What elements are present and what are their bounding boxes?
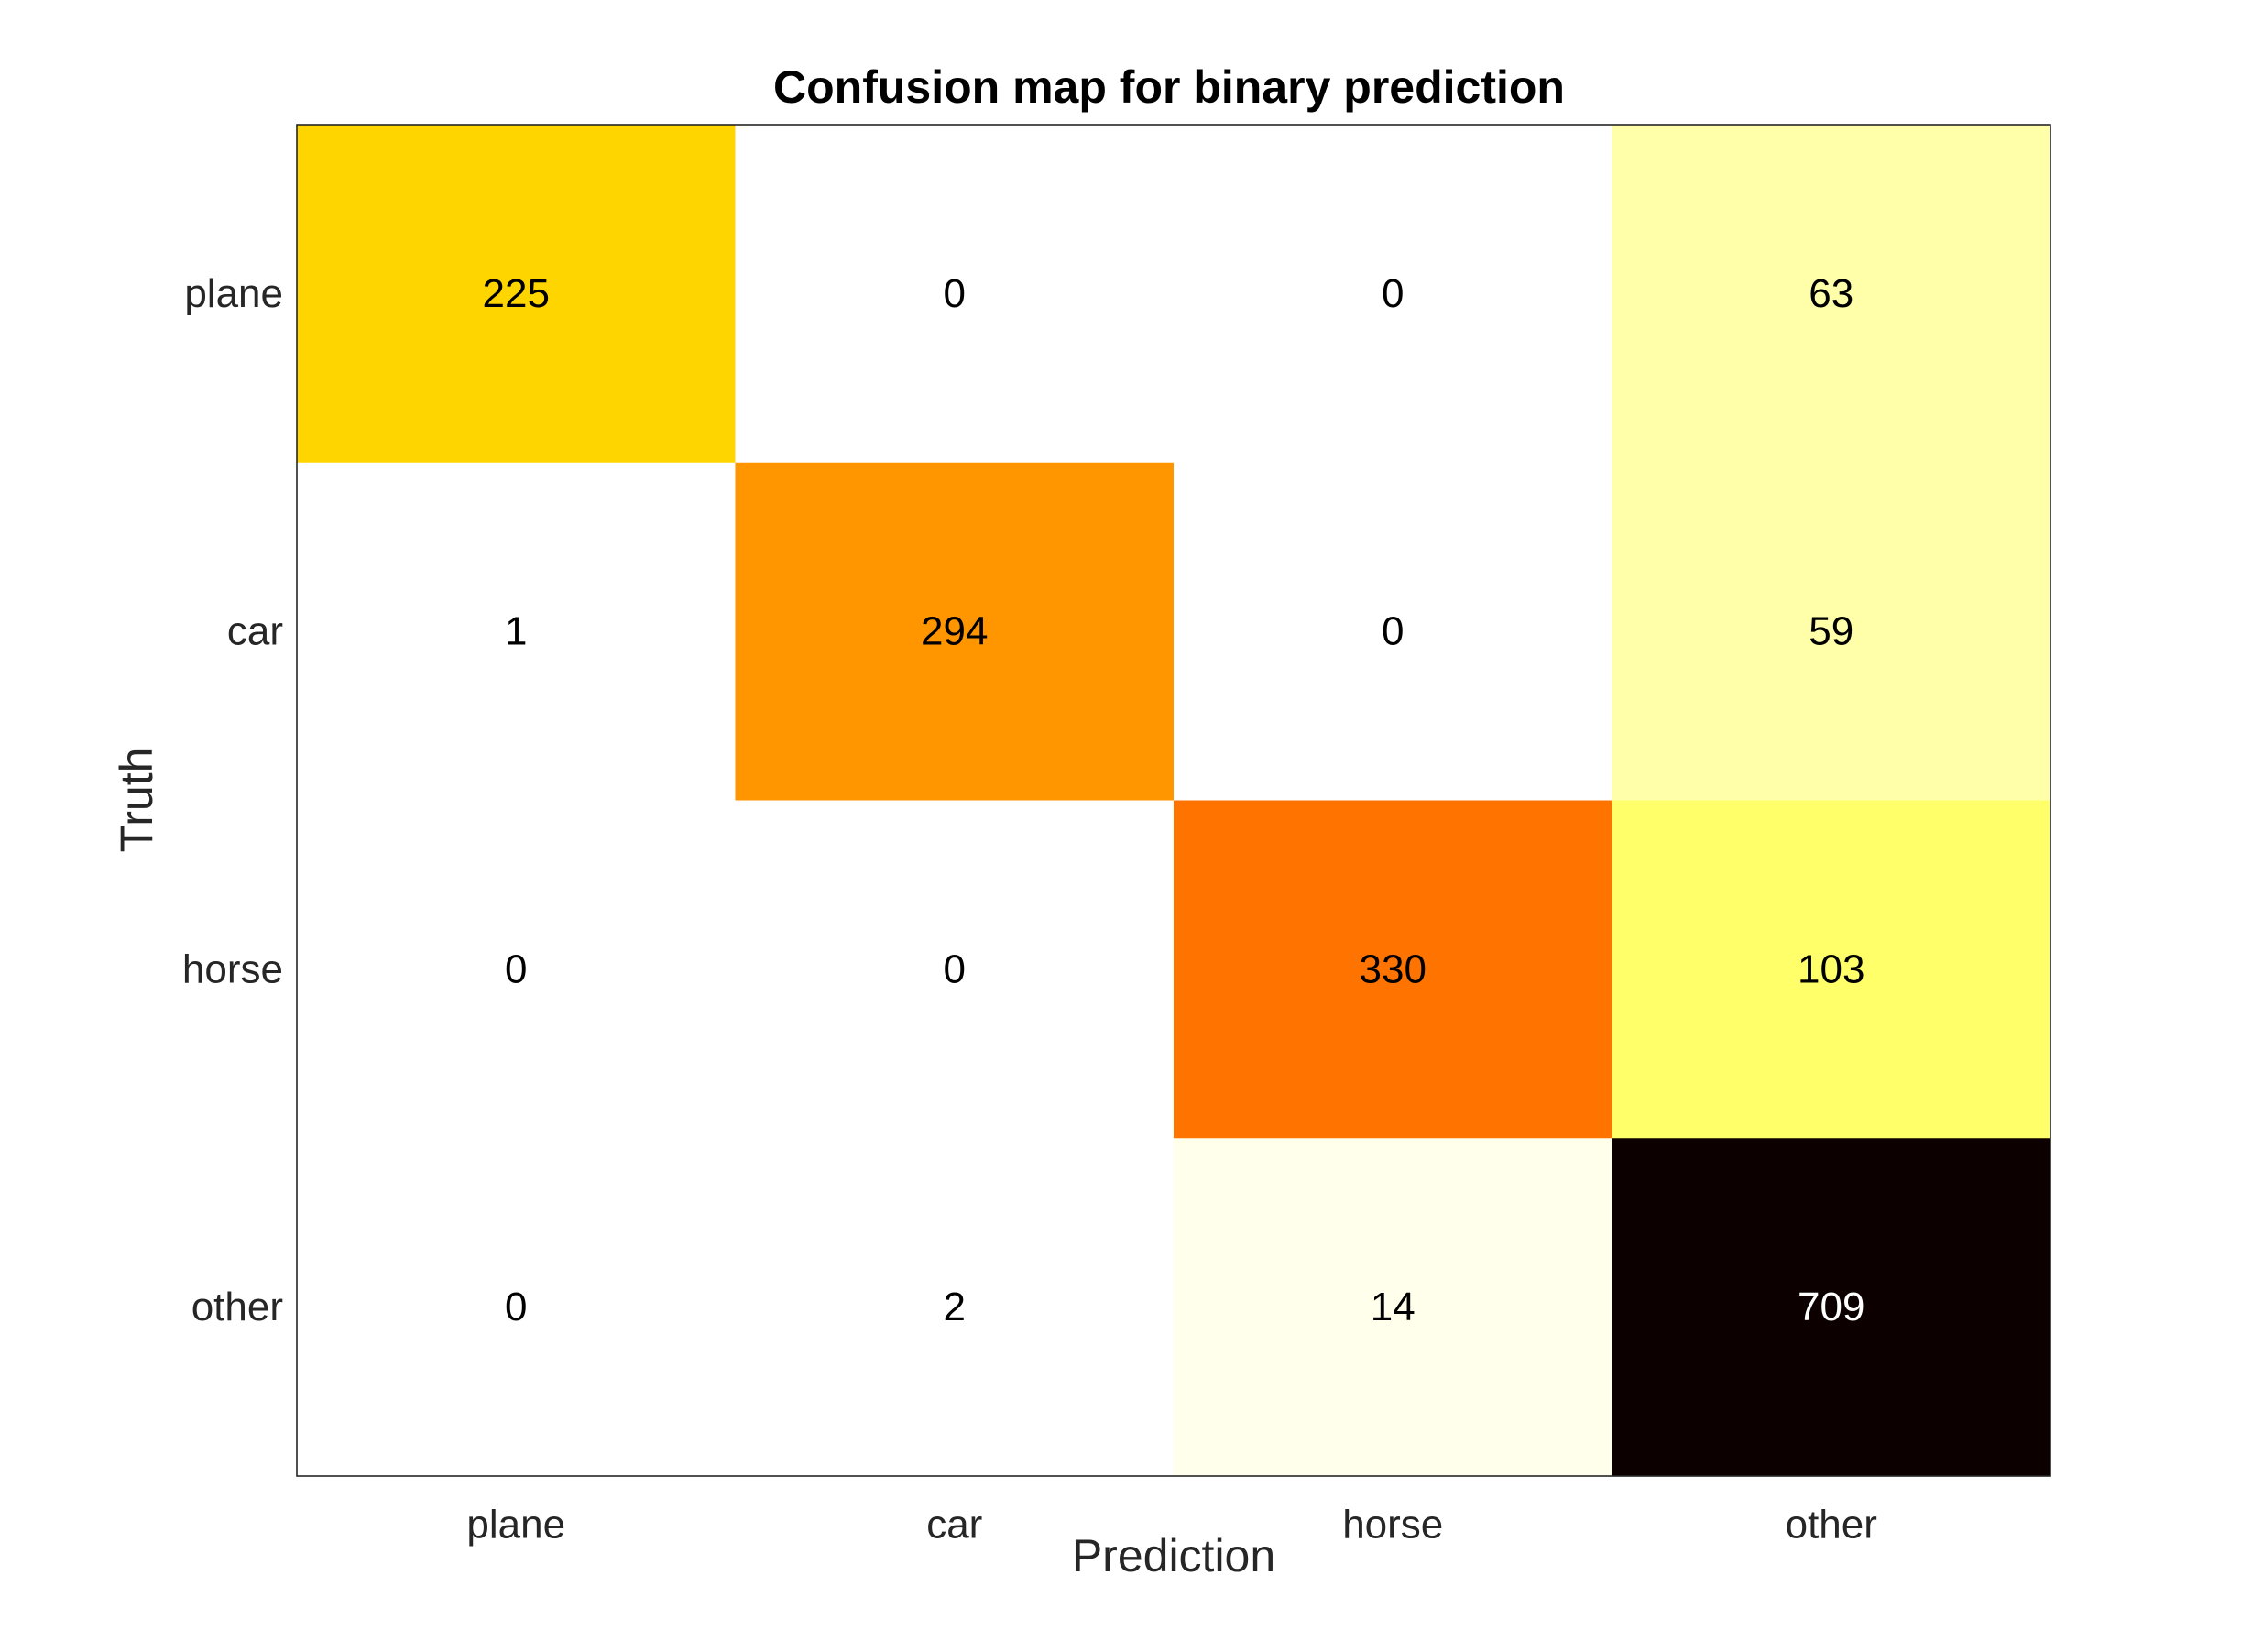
y-tick-label-horse: horse xyxy=(182,946,283,991)
y-tick-label-other: other xyxy=(191,1285,283,1329)
x-tick-label-plane: plane xyxy=(466,1503,565,1548)
heatmap-cell-plane-other xyxy=(1612,125,2051,464)
heatmap-cell-car-plane xyxy=(297,462,736,801)
heatmap-cell-other-other xyxy=(1612,1138,2051,1477)
y-tick-labels: plane car horse other xyxy=(182,271,283,1329)
cell-value-plane-plane: 225 xyxy=(483,271,550,316)
heatmap-cell-horse-horse xyxy=(1174,800,1612,1139)
heatmap-cell-car-other xyxy=(1612,462,2051,801)
heatmap-cell-plane-car xyxy=(735,125,1175,464)
cell-value-plane-other: 63 xyxy=(1809,271,1853,316)
cell-value-car-other: 59 xyxy=(1809,609,1853,654)
heatmap-cell-horse-other xyxy=(1612,800,2051,1139)
y-tick-label-car: car xyxy=(227,609,283,654)
cell-value-plane-horse: 0 xyxy=(1382,271,1404,316)
cell-value-other-plane: 0 xyxy=(505,1285,527,1329)
heatmap-cell-other-horse xyxy=(1174,1138,1612,1477)
cell-value-horse-other: 103 xyxy=(1798,946,1864,991)
heatmap-cell-plane-horse xyxy=(1174,125,1612,464)
cell-value-other-horse: 14 xyxy=(1371,1285,1416,1329)
cell-value-other-car: 2 xyxy=(944,1285,966,1329)
y-tick-label-plane: plane xyxy=(184,271,283,316)
chart-title: Confusion map for binary prediction xyxy=(773,61,1565,113)
heatmap-cell-car-horse xyxy=(1174,462,1612,801)
cell-value-other-other: 709 xyxy=(1798,1285,1864,1329)
cell-value-plane-car: 0 xyxy=(944,271,966,316)
x-axis-label: Prediction xyxy=(1072,1530,1275,1581)
heatmap-cells xyxy=(297,125,2051,1477)
cell-value-horse-plane: 0 xyxy=(505,946,527,991)
x-tick-label-car: car xyxy=(926,1503,982,1548)
cell-value-car-plane: 1 xyxy=(505,609,527,654)
heatmap-cell-car-car xyxy=(735,462,1175,801)
plot-frame xyxy=(296,124,2051,1477)
heatmap-cell-horse-plane xyxy=(297,800,736,1139)
x-tick-label-other: other xyxy=(1786,1503,1877,1548)
heatmap-cell-plane-plane xyxy=(297,125,736,464)
heatmap-cell-other-car xyxy=(735,1138,1175,1477)
y-axis-label: Truth xyxy=(111,748,162,853)
heatmap-cell-horse-car xyxy=(735,800,1175,1139)
cell-value-car-horse: 0 xyxy=(1382,609,1404,654)
cell-value-horse-car: 0 xyxy=(944,946,966,991)
cell-value-car-car: 294 xyxy=(921,609,988,654)
x-tick-labels: plane car horse other xyxy=(466,1503,1876,1548)
cell-value-labels: 225 0 0 63 1 294 0 59 0 0 330 103 0 2 14 709 xyxy=(483,271,1865,1329)
heatmap-cell-other-plane xyxy=(297,1138,736,1477)
cell-value-horse-horse: 330 xyxy=(1360,946,1427,991)
x-tick-label-horse: horse xyxy=(1342,1503,1443,1548)
